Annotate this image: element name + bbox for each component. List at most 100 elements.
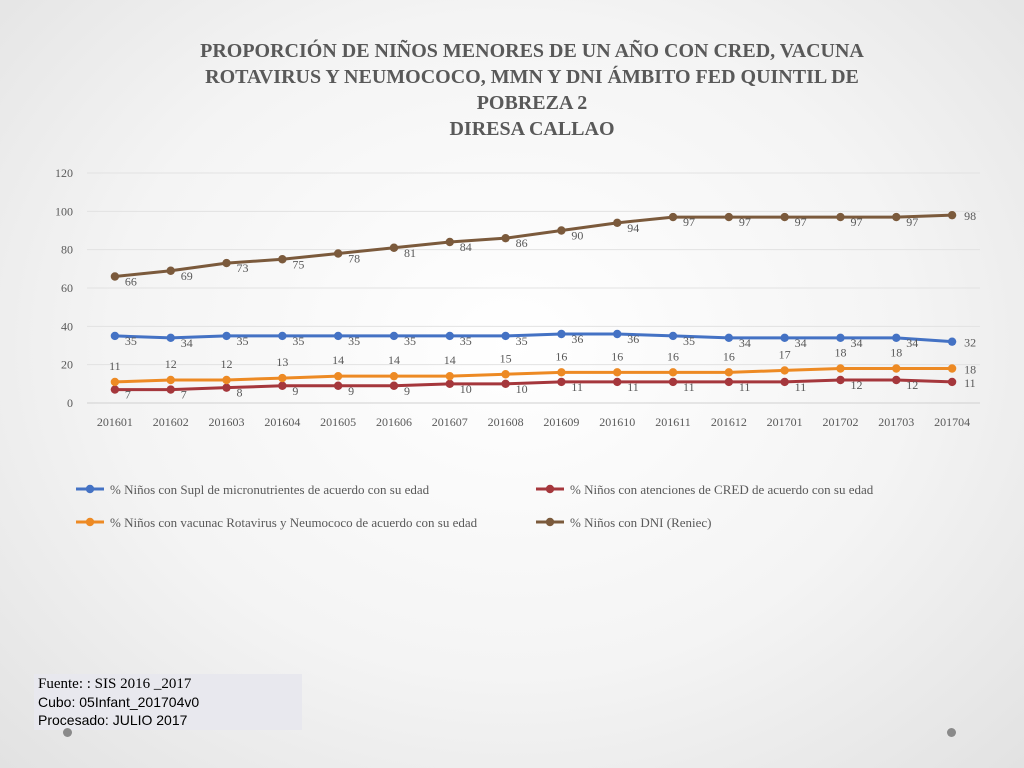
- data-label: 11: [739, 380, 751, 394]
- data-point: [110, 331, 120, 341]
- data-point: [278, 373, 287, 383]
- data-label: 75: [292, 257, 304, 271]
- data-point: [445, 371, 454, 381]
- data-label: 12: [906, 378, 918, 392]
- data-label: 35: [460, 334, 472, 348]
- data-label: 35: [292, 334, 304, 348]
- data-label: 97: [683, 215, 695, 229]
- data-point: [333, 371, 343, 381]
- data-point: [780, 377, 789, 387]
- series-line: [113, 378, 954, 392]
- data-point: [501, 233, 510, 243]
- data-label: 8: [237, 386, 243, 400]
- data-point: [501, 379, 510, 389]
- data-label: 12: [221, 357, 233, 371]
- data-label: 35: [125, 334, 137, 348]
- x-tick-label: 201702: [822, 415, 858, 429]
- data-label: 35: [683, 334, 695, 348]
- data-point: [333, 331, 343, 341]
- data-label: 11: [109, 359, 121, 373]
- data-point: [668, 377, 678, 387]
- data-point: [724, 368, 734, 377]
- data-label: 34: [906, 336, 918, 350]
- data-label: 14: [332, 353, 344, 367]
- data-label: 10: [516, 382, 528, 396]
- data-label: 98: [964, 209, 976, 223]
- data-point: [557, 368, 566, 377]
- data-label: 12: [850, 378, 862, 392]
- data-point: [947, 377, 957, 387]
- data-point: [278, 255, 287, 264]
- data-label: 36: [571, 332, 583, 346]
- data-label: 97: [795, 215, 807, 229]
- data-point: [668, 212, 678, 222]
- source-line-2: Cubo: 05Infant_201704v0: [38, 694, 200, 710]
- title-line-3: POBREZA 2: [476, 92, 588, 114]
- data-point: [222, 383, 231, 392]
- data-point: [222, 331, 231, 341]
- data-label: 11: [683, 380, 695, 394]
- data-label: 34: [739, 336, 751, 350]
- data-label: 16: [611, 349, 623, 363]
- data-point: [389, 371, 399, 381]
- data-label: 35: [348, 334, 360, 348]
- data-point: [222, 258, 231, 268]
- data-point: [389, 331, 399, 341]
- data-point: [668, 368, 678, 377]
- line-chart: 0 20 40 60 80 100 120 201601 201602 201603 201604 2…: [55, 166, 980, 530]
- data-label: 35: [237, 334, 249, 348]
- y-tick-label: 60: [61, 281, 73, 295]
- bullet-dot-right: [947, 728, 956, 737]
- legend-swatch-marker: [545, 484, 555, 494]
- data-point: [110, 385, 120, 394]
- source-line-1: Fuente: : SIS 2016 _2017: [38, 676, 192, 692]
- data-point: [724, 377, 734, 387]
- data-label: 35: [516, 334, 528, 348]
- legend-swatch-marker: [85, 484, 95, 494]
- data-point: [836, 364, 845, 373]
- data-point: [389, 243, 399, 252]
- data-label: 16: [555, 349, 567, 363]
- source-note: Fuente: : SIS 2016 _2017 Cubo: 05Infant_…: [34, 674, 302, 730]
- legend-label: % Niños con DNI (Reniec): [570, 515, 712, 530]
- data-point: [557, 329, 566, 339]
- data-label: 9: [404, 384, 410, 398]
- legend-swatch-marker: [85, 517, 95, 527]
- data-label: 18: [890, 346, 902, 360]
- data-label: 7: [125, 388, 131, 402]
- data-point: [836, 212, 845, 222]
- data-label: 18: [964, 363, 976, 377]
- legend-label: % Niños con Supl de micronutrientes de a…: [110, 482, 430, 497]
- data-point: [222, 375, 231, 385]
- series-line: [113, 332, 954, 344]
- data-label: 34: [850, 336, 862, 350]
- data-point: [780, 333, 789, 343]
- data-point: [166, 375, 175, 385]
- data-point: [333, 381, 343, 390]
- data-label: 34: [181, 336, 193, 350]
- x-tick-label: 201608: [488, 415, 524, 429]
- data-label: 32: [964, 336, 976, 350]
- data-point: [110, 377, 120, 387]
- data-label: 18: [834, 346, 846, 360]
- x-tick-label: 201605: [320, 415, 356, 429]
- y-tick-label: 120: [55, 166, 73, 180]
- data-label: 97: [906, 215, 918, 229]
- data-point: [110, 272, 120, 281]
- x-tick-label: 201701: [767, 415, 803, 429]
- data-point: [613, 218, 622, 228]
- data-label: 7: [181, 388, 187, 402]
- x-tick-label: 201610: [599, 415, 635, 429]
- data-label: 9: [292, 384, 298, 398]
- data-label: 94: [627, 221, 639, 235]
- data-point: [892, 375, 901, 385]
- data-label: 16: [723, 349, 735, 363]
- data-label: 78: [348, 252, 360, 266]
- data-label: 16: [667, 349, 679, 363]
- x-tick-label: 201601: [97, 415, 133, 429]
- data-point: [333, 249, 343, 258]
- series-line: [113, 213, 954, 278]
- data-label: 17: [779, 347, 791, 361]
- data-label: 13: [276, 355, 288, 369]
- data-point: [278, 381, 287, 390]
